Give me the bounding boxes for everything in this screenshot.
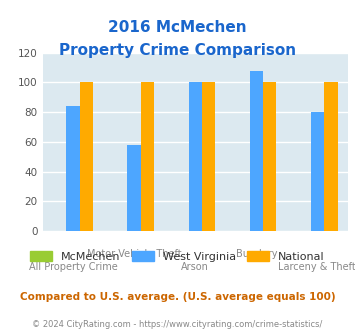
Text: Motor Vehicle Theft: Motor Vehicle Theft <box>87 249 181 259</box>
Text: Property Crime Comparison: Property Crime Comparison <box>59 43 296 58</box>
Text: Larceny & Theft: Larceny & Theft <box>278 262 355 272</box>
Text: All Property Crime: All Property Crime <box>29 262 118 272</box>
Text: Arson: Arson <box>181 262 209 272</box>
Legend: McMechen, West Virginia, National: McMechen, West Virginia, National <box>26 247 329 267</box>
Text: 2016 McMechen: 2016 McMechen <box>108 20 247 35</box>
Text: © 2024 CityRating.com - https://www.cityrating.com/crime-statistics/: © 2024 CityRating.com - https://www.city… <box>32 320 323 329</box>
Bar <box>202 82 215 231</box>
Bar <box>80 82 93 231</box>
Bar <box>189 82 202 231</box>
Bar <box>324 82 338 231</box>
Bar <box>127 145 141 231</box>
Text: Burglary: Burglary <box>236 249 277 259</box>
Text: Compared to U.S. average. (U.S. average equals 100): Compared to U.S. average. (U.S. average … <box>20 292 335 302</box>
Bar <box>66 106 80 231</box>
Bar <box>141 82 154 231</box>
Bar <box>250 71 263 231</box>
Bar <box>311 112 324 231</box>
Bar <box>263 82 277 231</box>
